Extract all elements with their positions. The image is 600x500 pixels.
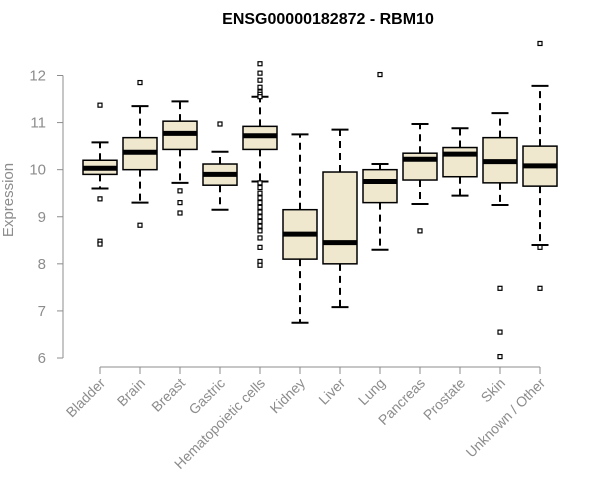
outlier-point	[137, 79, 143, 86]
iqr-box	[322, 171, 358, 265]
x-tick-label: Lung	[355, 375, 388, 408]
outlier-point	[257, 214, 263, 220]
x-tick-label: Skin	[478, 375, 509, 406]
outlier-point	[537, 285, 543, 291]
outlier-point	[497, 285, 503, 291]
outlier-point	[217, 121, 223, 127]
outlier-point	[177, 210, 183, 216]
outlier-point	[257, 223, 263, 229]
outlier-point	[257, 262, 263, 268]
outlier-point	[257, 204, 263, 210]
iqr-box	[362, 168, 398, 204]
box-group	[482, 112, 518, 360]
box-group	[442, 127, 478, 197]
outlier-point	[97, 196, 103, 202]
y-axis-label: Expression	[0, 163, 17, 237]
outlier-point	[257, 184, 263, 191]
x-tick-label: Liver	[315, 375, 348, 408]
outlier-point	[257, 200, 263, 206]
outlier-point	[257, 235, 263, 241]
outlier-point	[257, 190, 263, 196]
outlier-point	[537, 40, 543, 47]
y-axis: 6 7 8 9 10 11 12	[29, 68, 64, 367]
x-tick-label: Breast	[148, 375, 188, 415]
outlier-point	[537, 244, 543, 250]
x-tick-label: Bladder	[63, 375, 109, 421]
box-series	[82, 40, 558, 360]
y-tick-label: 8	[38, 256, 46, 273]
box-group	[322, 128, 358, 309]
y-tick-label: 11	[30, 115, 46, 132]
outlier-point	[257, 61, 263, 67]
outlier-point	[97, 102, 103, 108]
x-tick-label: Prostate	[420, 375, 468, 423]
y-tick-label: 12	[29, 68, 46, 85]
box-group	[522, 40, 558, 291]
box-group	[202, 121, 238, 211]
outlier-point	[497, 353, 503, 360]
outlier-point	[257, 218, 263, 225]
x-tick-label: Kidney	[267, 375, 309, 417]
y-tick-label: 9	[38, 209, 46, 226]
chart-title: ENSG00000182872 - RBM10	[222, 11, 434, 28]
box-group	[242, 61, 278, 268]
outlier-point	[497, 329, 503, 335]
outlier-point	[177, 200, 183, 206]
outlier-point	[257, 84, 263, 90]
outlier-point	[257, 94, 263, 100]
outlier-point	[257, 180, 263, 186]
outlier-point	[377, 71, 383, 78]
y-tick-label: 6	[38, 350, 46, 367]
outlier-point	[97, 241, 103, 247]
outlier-point	[137, 222, 143, 228]
outlier-point	[417, 228, 423, 234]
outlier-point	[257, 77, 263, 83]
box-group	[282, 133, 318, 324]
box-group	[82, 102, 118, 247]
box-group	[402, 122, 438, 234]
box-group	[362, 71, 398, 251]
outlier-point	[257, 70, 263, 76]
box-group	[162, 100, 198, 216]
y-tick-label: 7	[38, 303, 46, 320]
outlier-point	[257, 209, 263, 215]
outlier-point	[257, 195, 263, 201]
outlier-point	[257, 228, 263, 234]
outlier-point	[257, 244, 263, 250]
outlier-point	[177, 188, 183, 194]
box-group	[122, 79, 158, 228]
x-tick-label: Brain	[114, 375, 148, 409]
y-tick-label: 10	[29, 162, 46, 179]
